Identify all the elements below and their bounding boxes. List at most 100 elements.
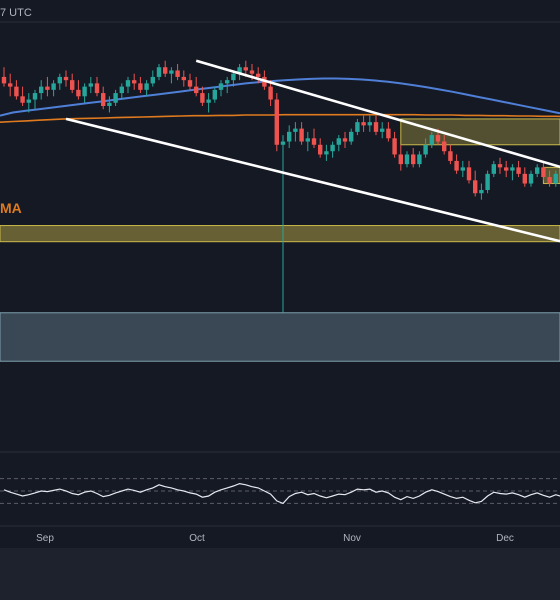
candle-body	[169, 70, 174, 74]
candle-body	[82, 86, 87, 97]
candle-body	[460, 167, 465, 171]
candle-body	[510, 167, 515, 171]
candle-body	[392, 138, 397, 155]
candle-body	[8, 83, 13, 87]
candle-body	[491, 164, 496, 174]
rsi-line	[3, 482, 560, 505]
candle-body	[293, 128, 298, 132]
candle-body	[156, 67, 162, 77]
candle-body	[39, 86, 44, 94]
candle-body	[466, 167, 472, 181]
candle-body	[535, 167, 540, 174]
candle-body	[417, 154, 422, 165]
x-tick-label: Dec	[496, 533, 514, 544]
candle-body	[175, 70, 180, 77]
candle-body	[256, 73, 261, 77]
candle-body	[380, 128, 385, 132]
candle-body	[45, 86, 50, 90]
candle-body	[411, 154, 416, 165]
candle-body	[119, 86, 124, 94]
chart-background	[0, 0, 560, 548]
candle-body	[243, 67, 248, 71]
candle-body	[113, 93, 118, 103]
candle-body	[1, 76, 7, 84]
candle-body	[311, 138, 317, 145]
candle-body	[194, 86, 199, 94]
candle-body	[442, 141, 447, 152]
candle-body	[88, 83, 93, 87]
candle-body	[318, 144, 323, 155]
candle-body	[26, 99, 31, 103]
candle-body	[448, 151, 453, 161]
support-zone	[0, 225, 560, 243]
candle-body	[101, 93, 106, 106]
candle-body	[287, 131, 292, 142]
ma-blue-line	[0, 77, 560, 117]
candle-body	[349, 131, 354, 142]
x-tick-label: Nov	[343, 533, 361, 544]
candles-group	[1, 60, 560, 313]
candle-body	[57, 76, 62, 84]
candle-body	[200, 93, 205, 103]
candle-body	[361, 122, 366, 126]
candle-body	[212, 89, 217, 100]
candle-body	[473, 180, 478, 194]
candle-body	[342, 138, 348, 142]
candle-body	[150, 76, 155, 84]
candle-body	[181, 76, 186, 81]
candle-body	[355, 122, 360, 132]
lower-demand-zone	[0, 312, 560, 362]
candle-body	[485, 173, 490, 190]
candle-body	[51, 83, 56, 90]
candle-body	[429, 135, 434, 145]
candle-body	[125, 80, 131, 87]
candle-body	[63, 76, 69, 81]
candle-body	[435, 135, 441, 142]
resistance-zone	[400, 118, 560, 146]
candle-body	[94, 83, 100, 94]
candle-body	[76, 89, 81, 97]
channel-lower-line	[65, 117, 560, 243]
candle-body	[367, 122, 372, 126]
candle-body	[20, 96, 25, 103]
candle-body	[330, 144, 335, 152]
candle-body	[398, 154, 403, 165]
candle-body	[547, 177, 552, 184]
candle-body	[373, 122, 379, 132]
candle-body	[497, 164, 503, 168]
candle-body	[423, 144, 428, 155]
candle-body	[268, 86, 273, 100]
candle-body	[218, 83, 224, 90]
candle-body	[187, 80, 193, 87]
candle-body	[324, 151, 329, 155]
candle-body	[14, 86, 19, 97]
candle-body	[404, 154, 410, 165]
candle-body	[32, 93, 38, 100]
candle-body	[336, 138, 341, 145]
timezone-label: 7 UTC	[0, 7, 32, 19]
candle-body	[516, 167, 521, 174]
bottom-toolbar	[0, 548, 560, 600]
candle-body	[231, 73, 236, 81]
candle-body	[522, 173, 527, 184]
candle-body	[274, 99, 279, 145]
candle-body	[305, 138, 310, 142]
candle-body	[107, 102, 112, 106]
x-tick-label: Sep	[36, 533, 54, 544]
candle-body	[299, 128, 304, 142]
candle-body	[70, 80, 75, 90]
candle-body	[528, 173, 534, 184]
candle-body	[454, 160, 459, 171]
ma-label: MA	[0, 200, 22, 216]
candle-body	[138, 83, 143, 90]
candle-body	[144, 83, 149, 90]
candle-body	[249, 70, 255, 74]
candle-body	[132, 80, 137, 84]
candle-body	[553, 173, 558, 184]
x-tick-label: Oct	[189, 533, 205, 544]
candle-body	[504, 167, 509, 171]
candle-body	[237, 67, 242, 74]
candle-body	[163, 67, 168, 74]
candle-body	[225, 80, 230, 84]
